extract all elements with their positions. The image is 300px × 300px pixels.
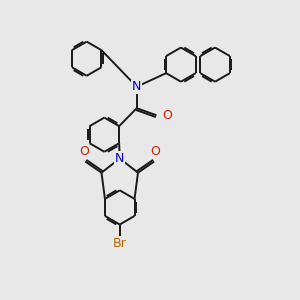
Text: O: O xyxy=(151,145,160,158)
Text: O: O xyxy=(162,109,172,122)
Text: N: N xyxy=(132,80,141,93)
Text: O: O xyxy=(79,145,89,158)
Text: N: N xyxy=(115,152,124,165)
Text: Br: Br xyxy=(113,237,127,250)
